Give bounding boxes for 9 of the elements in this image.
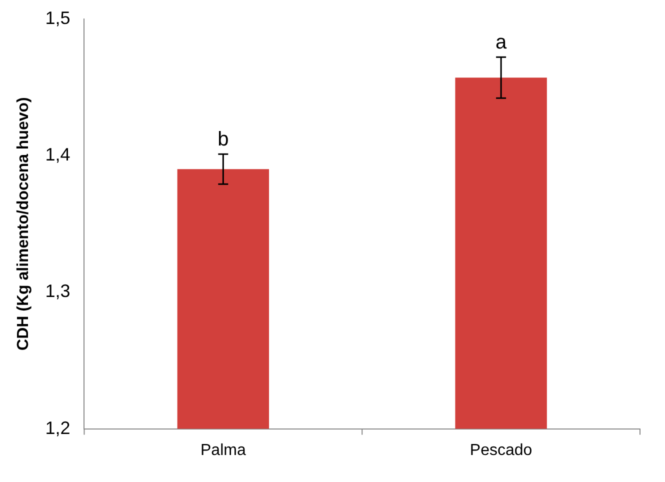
annotation: a	[495, 32, 508, 54]
annotation: b	[218, 128, 229, 151]
x-tick-label: Palma	[200, 442, 246, 459]
y-tick-label: 1,3	[45, 281, 70, 302]
y-tick-label: 1,5	[45, 8, 70, 28]
y-tick-label: 1,2	[45, 418, 70, 438]
x-tick-label: Pescado	[470, 442, 532, 459]
y-axis-title: CDH (Kg alimento/docena huevo)	[15, 97, 32, 350]
y-tick-label: 1,4	[45, 144, 70, 164]
